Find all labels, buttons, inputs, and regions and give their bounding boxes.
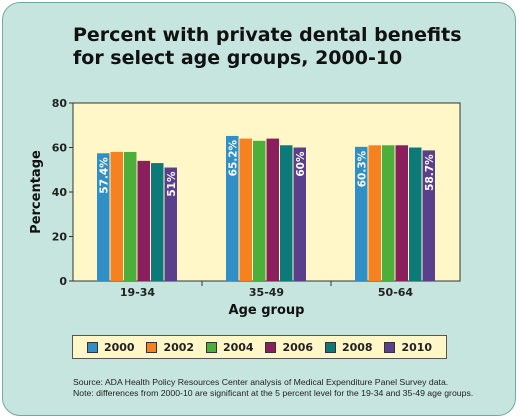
legend-item: 2008 — [324, 340, 373, 354]
bar — [280, 145, 293, 281]
bar — [368, 145, 381, 281]
bar — [239, 138, 252, 281]
y-axis-label: Percentage — [29, 150, 44, 234]
legend-item: 2002 — [146, 341, 194, 354]
bar — [266, 138, 279, 281]
legend-swatch — [265, 341, 277, 353]
source-note-line-2: Note: differences from 2000-10 are signi… — [73, 388, 474, 398]
bar — [151, 163, 164, 281]
y-tick-label: 40 — [52, 186, 68, 199]
x-tick-label: 19-34 — [120, 286, 156, 299]
bar — [422, 150, 435, 281]
chart-title: Percent with private dental benefits for… — [73, 24, 493, 70]
source-note-line-1: Source: ADA Health Policy Resources Cent… — [73, 377, 449, 387]
bar — [124, 151, 137, 281]
bar — [137, 160, 150, 281]
legend-swatch — [146, 341, 158, 353]
chart-title-line-2: for select age groups, 2000-10 — [73, 47, 403, 69]
legend-item: 2000 — [86, 340, 135, 354]
legend-label: 2006 — [282, 340, 314, 354]
y-tick-label: 60 — [52, 142, 68, 155]
x-tick-label: 50-64 — [378, 286, 414, 299]
bar — [409, 147, 422, 281]
bar — [226, 135, 239, 281]
data-label: 65.2% — [227, 139, 239, 176]
data-label: 58.7% — [424, 154, 436, 191]
source-note: Source: ADA Health Policy Resources Cent… — [73, 377, 503, 399]
bar — [355, 146, 368, 281]
data-label: 60.3% — [356, 150, 368, 187]
legend-label: 2002 — [163, 340, 195, 354]
data-label: 60% — [295, 151, 307, 177]
y-tick-label: 80 — [52, 97, 68, 110]
bar — [395, 145, 408, 281]
bar — [293, 147, 306, 281]
legend-item: 2004 — [205, 340, 254, 354]
bar — [110, 151, 123, 281]
x-axis-label: Age group — [229, 303, 305, 318]
bar — [382, 145, 395, 281]
legend-label: 2010 — [401, 340, 433, 354]
legend-label: 2004 — [222, 340, 254, 354]
y-tick-label: 20 — [52, 231, 68, 244]
bar — [253, 140, 266, 281]
legend-swatch — [384, 341, 396, 353]
chart-title-line-1: Percent with private dental benefits — [73, 24, 462, 46]
data-label: 51% — [166, 171, 178, 197]
chart-legend: 2000 2002 2004 2006 2008 2010 — [72, 335, 447, 359]
legend-item: 2006 — [265, 341, 313, 354]
legend-swatch — [86, 341, 98, 353]
data-label: 57.4% — [98, 157, 110, 194]
bar — [97, 153, 110, 281]
x-tick-label: 35-49 — [249, 286, 284, 299]
bar — [164, 167, 177, 281]
y-tick-label: 0 — [59, 275, 67, 288]
legend-label: 2008 — [341, 340, 373, 354]
legend-swatch — [205, 341, 217, 353]
legend-item: 2010 — [384, 341, 432, 354]
legend-label: 2000 — [103, 340, 135, 354]
legend-swatch — [324, 341, 336, 353]
